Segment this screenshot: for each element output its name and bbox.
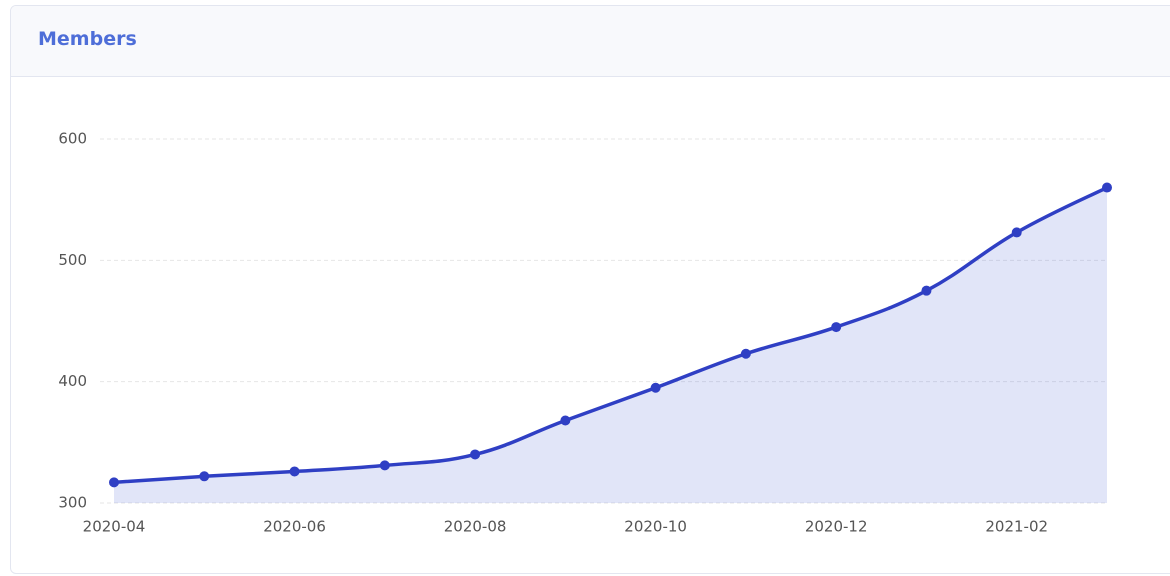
point [109, 477, 119, 488]
x-tick-label: 2020-10 [624, 518, 687, 536]
line [113, 185, 1108, 485]
x-tick-label: 2020-04 [83, 518, 146, 536]
x-tick-label: 2021-02 [985, 518, 1048, 536]
area [114, 187, 1107, 504]
card-title: Members [38, 28, 137, 50]
card-header: Members [11, 6, 1170, 77]
point [1102, 182, 1112, 193]
y-tick-label: 300 [58, 494, 87, 512]
point [921, 285, 932, 296]
point [470, 449, 481, 460]
point [1011, 227, 1022, 238]
y-tick-label: 500 [58, 251, 87, 269]
x-tick-label: 2020-06 [263, 518, 326, 536]
x-tick-label: 2020-08 [444, 518, 507, 536]
point [740, 348, 751, 359]
point [560, 415, 571, 426]
point [831, 322, 842, 333]
point [379, 460, 390, 471]
point [289, 466, 300, 477]
x-tick-label: 2020-12 [805, 518, 868, 536]
point [199, 471, 210, 482]
y-tick-label: 600 [58, 130, 87, 148]
y-tick-label: 400 [58, 372, 87, 390]
point [650, 382, 661, 393]
